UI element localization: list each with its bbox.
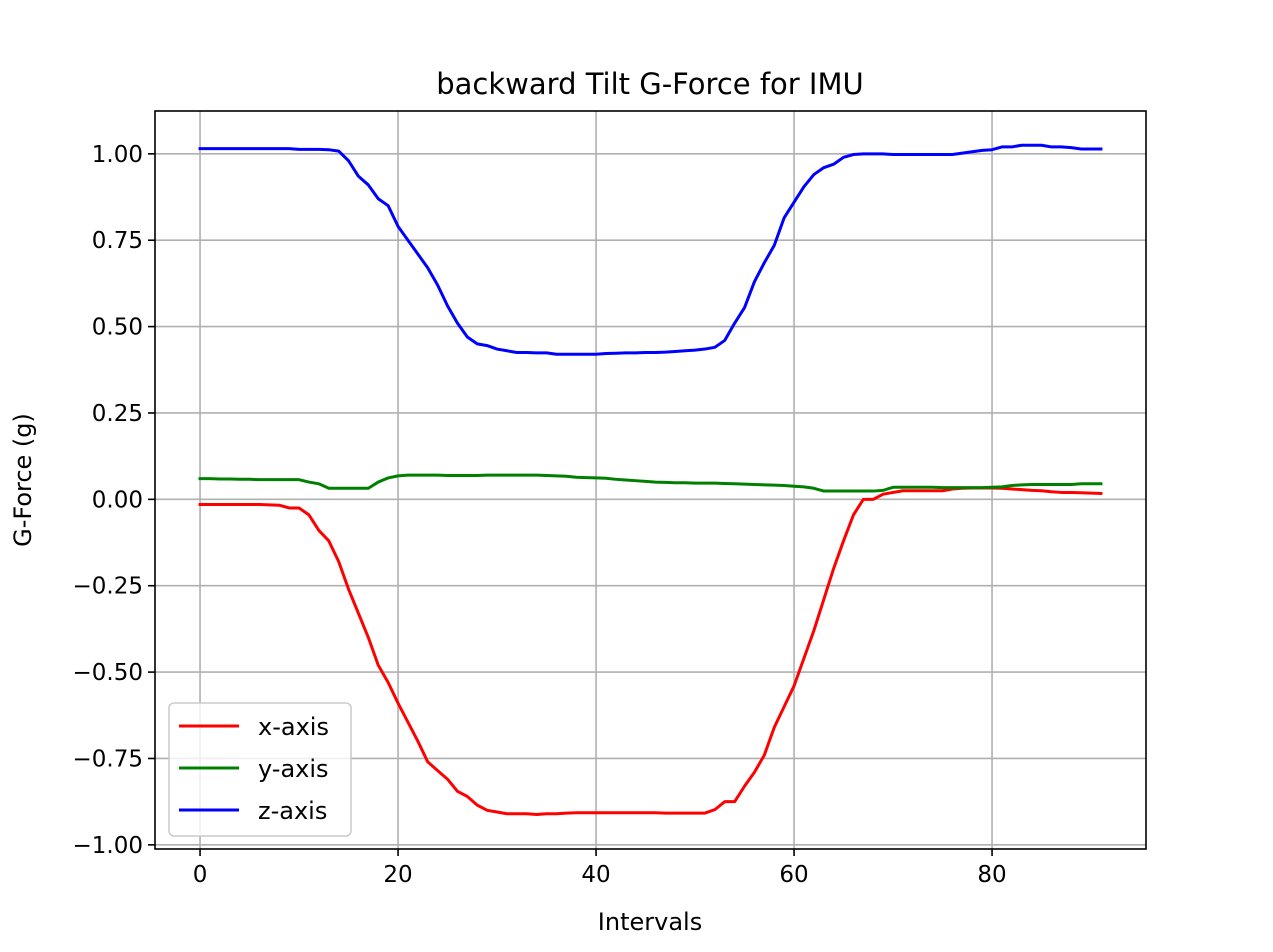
x-axis-label: Intervals — [598, 908, 702, 936]
tick-layer: 0 20 40 60 80 1.00 0.75 0.50 0.25 0.00 −0.25 −0.50 −… — [73, 142, 1007, 888]
y-tick-label: 1.00 — [92, 142, 143, 168]
series-line-y-axis — [198, 473, 1103, 493]
y-axis-label: G-Force (g) — [9, 413, 37, 547]
legend-box — [168, 702, 352, 837]
y-tick-label: 0.50 — [92, 315, 143, 341]
chart-title: backward Tilt G-Force for IMU — [436, 67, 863, 101]
y-tick-label: −0.75 — [73, 746, 143, 772]
legend-entries: x-axis y-axis z-axis — [179, 713, 329, 825]
x-tick-label: 80 — [977, 862, 1006, 888]
y-tick-label: −0.25 — [73, 574, 143, 600]
y-tick-label: −0.50 — [73, 660, 143, 686]
y-tick-label: 0.75 — [92, 228, 143, 254]
legend-label-x-axis: x-axis — [258, 713, 329, 741]
x-tick-label: 20 — [383, 862, 412, 888]
legend-label-z-axis: z-axis — [258, 797, 327, 825]
series-line-z-axis — [198, 143, 1103, 356]
y-tick-label: −1.00 — [73, 833, 143, 859]
grid-layer — [155, 111, 1146, 849]
plot-frame — [154, 110, 1147, 850]
y-tick-label: 0.25 — [92, 401, 143, 427]
legend: x-axis y-axis z-axis — [168, 702, 352, 837]
series-line-x-axis — [198, 486, 1103, 816]
legend-label-y-axis: y-axis — [258, 755, 329, 783]
x-tick-label: 40 — [581, 862, 610, 888]
series-layer — [198, 143, 1103, 816]
y-tick-label: 0.00 — [92, 487, 143, 513]
x-tick-label: 0 — [193, 862, 208, 888]
x-tick-label: 60 — [779, 862, 808, 888]
